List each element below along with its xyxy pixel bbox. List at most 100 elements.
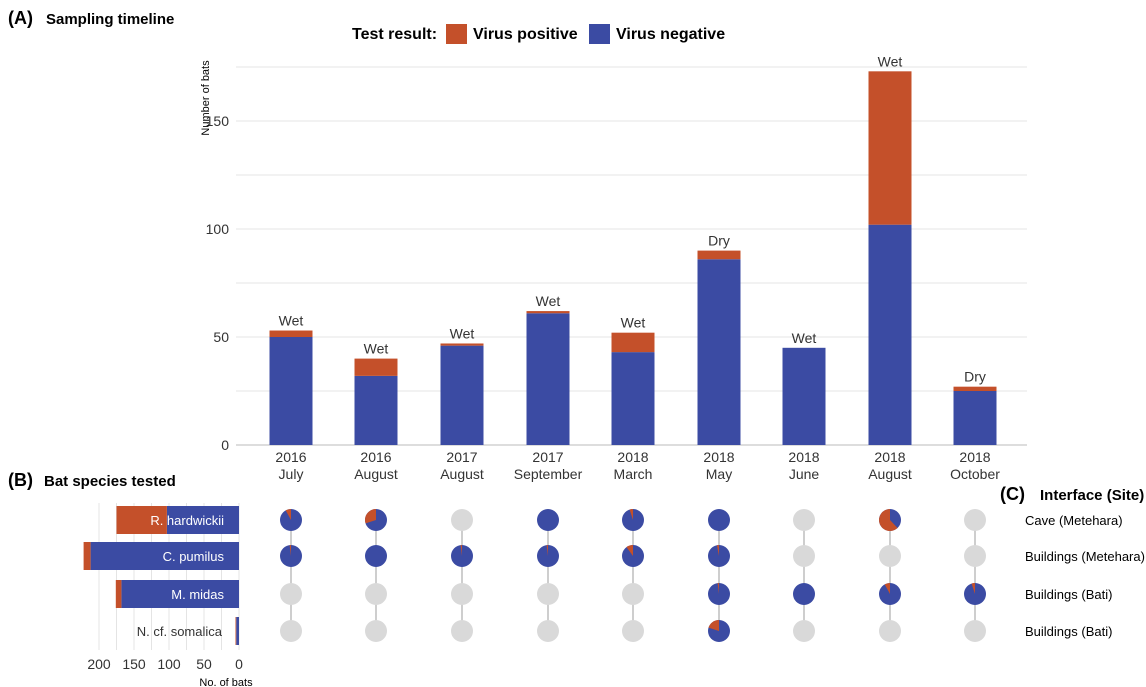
marker-pie-positive (626, 545, 633, 556)
timeline-y-ticks: 0 50 100 150 (206, 113, 230, 453)
legend-label-negative: Virus negative (616, 26, 725, 43)
marker-not-sampled (964, 509, 986, 531)
legend-swatch-positive (446, 24, 467, 44)
bar-negative (868, 224, 912, 445)
species-x-tick-label: 150 (122, 656, 146, 672)
bar-negative (611, 352, 655, 445)
x-tick-label: 2016 (275, 449, 306, 465)
species-x-tick-label: 200 (87, 656, 111, 672)
site-matrix: Cave (Metehara) Buildings (Metehara) Build… (280, 509, 1145, 642)
bar-positive (269, 330, 313, 337)
x-tick-label: June (789, 466, 820, 482)
site-matrix-markers (280, 509, 986, 642)
panel-a-letter: (A) (8, 8, 33, 28)
marker-pie-positive (884, 582, 890, 594)
species-bar-negative (166, 506, 239, 534)
season-label: Wet (364, 341, 389, 357)
x-tick-label: July (279, 466, 304, 482)
marker-not-sampled (964, 620, 986, 642)
marker-pie-positive (285, 509, 291, 520)
x-tick-label: 2018 (617, 449, 648, 465)
season-label: Dry (708, 233, 730, 249)
species-x-tick-label: 0 (235, 656, 243, 672)
timeline-gridlines (236, 66, 1027, 446)
marker-pie-negative (708, 509, 730, 531)
timeline-y-axis-label: Number of bats (200, 60, 212, 136)
site-label: Buildings (Bati) (1025, 587, 1112, 602)
species-bar-positive (235, 617, 237, 645)
species-bar-positive (83, 542, 91, 570)
timeline-x-ticks: 2016July2016August2017August2017Septembe… (275, 449, 1000, 482)
y-tick-label: 50 (213, 329, 229, 345)
bar-positive (697, 250, 741, 260)
species-bar-negative (236, 617, 239, 645)
x-tick-label: 2018 (788, 449, 819, 465)
marker-pie-positive (289, 545, 291, 556)
legend-swatch-negative (589, 24, 610, 44)
site-label: Buildings (Metehara) (1025, 549, 1145, 564)
x-tick-label: 2017 (532, 449, 563, 465)
marker-pie-negative (537, 509, 559, 531)
panel-a-title: Sampling timeline (46, 11, 174, 28)
marker-not-sampled (622, 583, 644, 605)
season-label: Wet (279, 313, 304, 329)
x-tick-label: August (440, 466, 484, 482)
marker-not-sampled (451, 583, 473, 605)
marker-pie-positive (879, 509, 898, 531)
marker-not-sampled (365, 620, 387, 642)
season-label: Wet (621, 315, 646, 331)
season-label: Wet (792, 330, 817, 346)
species-bars: R. hardwickii C. pumilus M. midas N. cf. so… (83, 506, 239, 645)
species-label: R. hardwickii (150, 513, 224, 528)
marker-pie-negative (365, 545, 387, 567)
species-bar-negative (121, 580, 239, 608)
y-tick-label: 100 (206, 221, 230, 237)
bar-negative (697, 259, 741, 445)
marker-pie-positive (546, 545, 548, 556)
marker-pie-positive (460, 545, 462, 556)
bar-negative (440, 345, 484, 445)
y-tick-label: 0 (221, 437, 229, 453)
season-label: Dry (964, 369, 986, 385)
marker-not-sampled (451, 509, 473, 531)
marker-not-sampled (451, 620, 473, 642)
x-tick-label: May (706, 466, 732, 482)
timeline-bars: Wet Wet Wet Wet Wet Dry Wet Wet Dry (269, 53, 997, 445)
marker-pie-positive (629, 509, 633, 520)
bar-positive (611, 332, 655, 353)
species-x-ticks: 0 50 100 150 200 (87, 656, 243, 672)
species-bar-negative (90, 542, 239, 570)
species-x-tick-label: 50 (196, 656, 212, 672)
site-label: Cave (Metehara) (1025, 513, 1123, 528)
panel-c-title: Interface (Site) (1040, 487, 1144, 504)
species-label: N. cf. somalica (137, 624, 223, 639)
marker-not-sampled (280, 583, 302, 605)
species-label: C. pumilus (163, 549, 225, 564)
marker-pie-positive (708, 620, 719, 631)
x-tick-label: 2017 (446, 449, 477, 465)
season-label: Wet (450, 325, 475, 341)
legend-label-positive: Virus positive (473, 26, 578, 43)
x-tick-label: 2018 (703, 449, 734, 465)
marker-not-sampled (537, 620, 559, 642)
site-label: Buildings (Bati) (1025, 624, 1112, 639)
bar-positive (526, 311, 570, 314)
marker-not-sampled (793, 545, 815, 567)
legend: Test result: Virus positive Virus negati… (352, 24, 725, 44)
site-matrix-lines (290, 520, 976, 631)
x-tick-label: October (950, 466, 1000, 482)
marker-not-sampled (879, 545, 901, 567)
x-tick-label: August (354, 466, 398, 482)
x-tick-label: August (868, 466, 912, 482)
marker-not-sampled (793, 509, 815, 531)
species-bar-positive (116, 506, 167, 534)
site-labels: Cave (Metehara) Buildings (Metehara) Build… (1025, 513, 1145, 639)
bar-negative (354, 375, 398, 445)
bar-positive (953, 386, 997, 391)
x-tick-label: 2016 (360, 449, 391, 465)
species-bar-positive (115, 580, 122, 608)
bar-positive (440, 343, 484, 346)
